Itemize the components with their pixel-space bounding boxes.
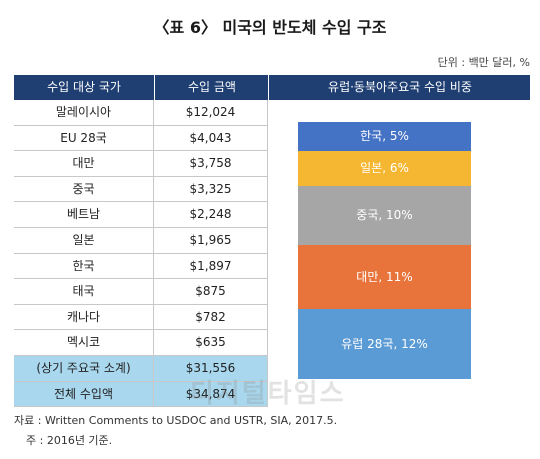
source-note: 자료 : Written Comments to USDOC and USTR,… xyxy=(14,414,338,427)
country-cell: 태국 xyxy=(14,279,154,304)
amount-cell: $782 xyxy=(154,304,268,330)
country-cell: 말레이시아 xyxy=(14,100,154,125)
unit-label: 단위 : 백만 달러, % xyxy=(437,56,530,69)
table-row: 멕시코 $635 xyxy=(14,330,268,356)
segment-label: 중국, 10% xyxy=(356,208,413,223)
table-row: 말레이시아 $12,024 xyxy=(14,100,268,126)
import-table: 말레이시아 $12,024 EU 28국 $4,043 대만 $3,758 중국 $3,… xyxy=(14,100,268,408)
country-cell: 전체 수입액 xyxy=(14,381,154,407)
country-cell: 중국 xyxy=(14,176,154,202)
segment-label: 일본, 6% xyxy=(360,161,409,176)
share-segment: 일본, 6% xyxy=(298,151,471,187)
amount-cell: $875 xyxy=(154,279,268,304)
segment-label: 유럽 28국, 12% xyxy=(341,336,428,351)
table-header: 수입 대상 국가 수입 금액 유럽·동북아주요국 수입 비중 xyxy=(14,75,530,100)
amount-cell: $1,897 xyxy=(154,253,268,279)
table-row: 대만 $3,758 xyxy=(14,151,268,177)
country-cell: (상기 주요국 소계) xyxy=(14,355,154,381)
country-cell: EU 28국 xyxy=(14,125,154,151)
amount-cell: $635 xyxy=(154,330,268,355)
amount-cell: $31,556 xyxy=(154,355,268,381)
table-row: 한국 $1,897 xyxy=(14,253,268,280)
total-row: 전체 수입액 $34,874 xyxy=(14,381,268,408)
subtotal-row: (상기 주요국 소계) $31,556 xyxy=(14,355,268,382)
header-amount: 수입 금액 xyxy=(154,75,269,100)
table-row: 베트남 $2,248 xyxy=(14,202,268,228)
country-cell: 대만 xyxy=(14,151,154,176)
country-cell: 캐나다 xyxy=(14,304,154,330)
table-row: 일본 $1,965 xyxy=(14,227,268,254)
amount-cell: $3,325 xyxy=(154,176,268,202)
amount-cell: $1,965 xyxy=(154,227,268,253)
amount-cell: $3,758 xyxy=(154,151,268,176)
footnote: 주 : 2016년 기준. xyxy=(26,434,113,447)
table-row: 태국 $875 xyxy=(14,279,268,305)
country-cell: 일본 xyxy=(14,227,154,253)
table-title: 〈표 6〉 미국의 반도체 수입 구조 xyxy=(153,18,387,37)
amount-cell: $34,874 xyxy=(154,381,268,407)
table-row: EU 28국 $4,043 xyxy=(14,125,268,152)
segment-label: 한국, 5% xyxy=(360,129,409,143)
header-share: 유럽·동북아주요국 수입 비중 xyxy=(268,75,531,100)
amount-cell: $4,043 xyxy=(154,125,268,151)
watermark-logo: 디지털타임스 xyxy=(190,379,346,409)
table-row: 캐나다 $782 xyxy=(14,304,268,331)
share-segment: 대만, 11% xyxy=(298,244,471,309)
share-segment: 한국, 5% xyxy=(298,122,471,152)
country-cell: 멕시코 xyxy=(14,330,154,355)
header-country: 수입 대상 국가 xyxy=(47,80,121,94)
country-cell: 한국 xyxy=(14,253,154,279)
table-row: 중국 $3,325 xyxy=(14,176,268,203)
share-segment: 중국, 10% xyxy=(298,186,471,245)
country-cell: 베트남 xyxy=(14,202,154,227)
segment-label: 대만, 11% xyxy=(356,269,413,284)
amount-cell: $2,248 xyxy=(154,202,268,227)
amount-cell: $12,024 xyxy=(154,100,268,125)
share-segment: 유럽 28국, 12% xyxy=(298,308,471,379)
